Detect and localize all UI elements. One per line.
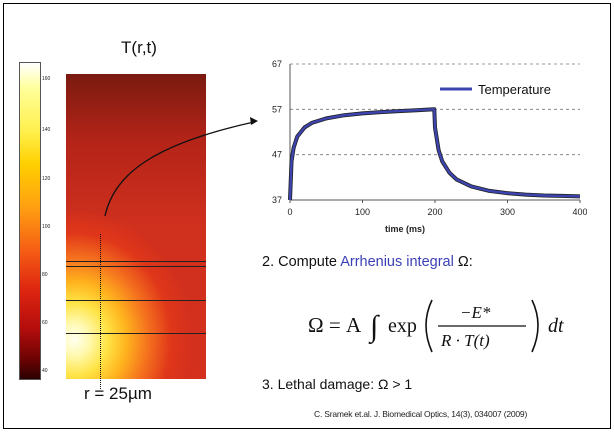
colorbar-tick: 60 [42,320,48,326]
depth-line [66,300,206,301]
colorbar-tick: 160 [42,76,51,82]
colorbar-tick: 140 [42,127,51,133]
x-tick-label: 300 [500,207,515,217]
step3-text: 3. Lethal damage: Ω > 1 [262,376,413,392]
depth-line [66,261,206,262]
colorbar-tick: 40 [42,368,48,374]
x-tick-label: 0 [287,207,292,217]
formula-numerator: −E* [460,303,491,322]
formula-lhs: Ω = A [308,313,362,337]
temperature-chart: 37 47 57 67 0 100 200 300 400 time (ms) Temperatur… [242,52,588,247]
colorbar-tick: 80 [42,272,48,278]
formula-exp: exp [388,315,417,337]
x-tick-label: 400 [572,207,587,217]
depth-line [66,266,206,267]
temperature-heatmap [66,74,206,389]
colorbar-tick: 120 [42,176,51,182]
right-paren [531,299,539,353]
formula-dt: dt [548,315,564,337]
citation: C. Sramek et.al. J. Biomedical Optics, 1… [314,409,528,419]
depth-line [66,333,206,334]
series-line [288,108,581,201]
colorbar [19,62,41,380]
legend-label: Temperature [478,82,551,97]
arrhenius-formula: Ω = A ∫ exp −E* R · T(t) dt [308,299,564,353]
y-tick-label: 57 [272,104,282,114]
x-tick-label: 100 [355,207,370,217]
colorbar-tick: 100 [42,224,51,230]
arrhenius-highlight: Arrhenius integral [340,254,454,270]
slide: T(r,t) 160 140 120 100 80 60 40 r = 25µm… [3,3,611,429]
x-axis-label: time (ms) [385,224,425,234]
formula-integral: ∫ [368,310,380,345]
step2-prefix: 2. Compute [262,254,341,270]
y-tick-label: 47 [272,150,282,160]
step2-suffix: Ω: [453,254,473,270]
y-tick-label: 67 [272,59,282,69]
chart-svg: 37 47 57 67 0 100 200 300 400 time (ms) Temperatur… [272,59,588,234]
formula-denominator: R · T(t) [440,331,490,350]
radius-label: r = 25µm [84,384,152,403]
heatmap-title: T(r,t) [121,38,157,57]
step2-text: 2. Compute Arrhenius integral Ω: [262,254,473,270]
radius-marker-line [100,234,101,389]
callout-arrow [104,117,258,217]
left-paren [425,299,433,353]
y-tick-label: 37 [272,195,282,205]
x-tick-label: 200 [427,207,442,217]
